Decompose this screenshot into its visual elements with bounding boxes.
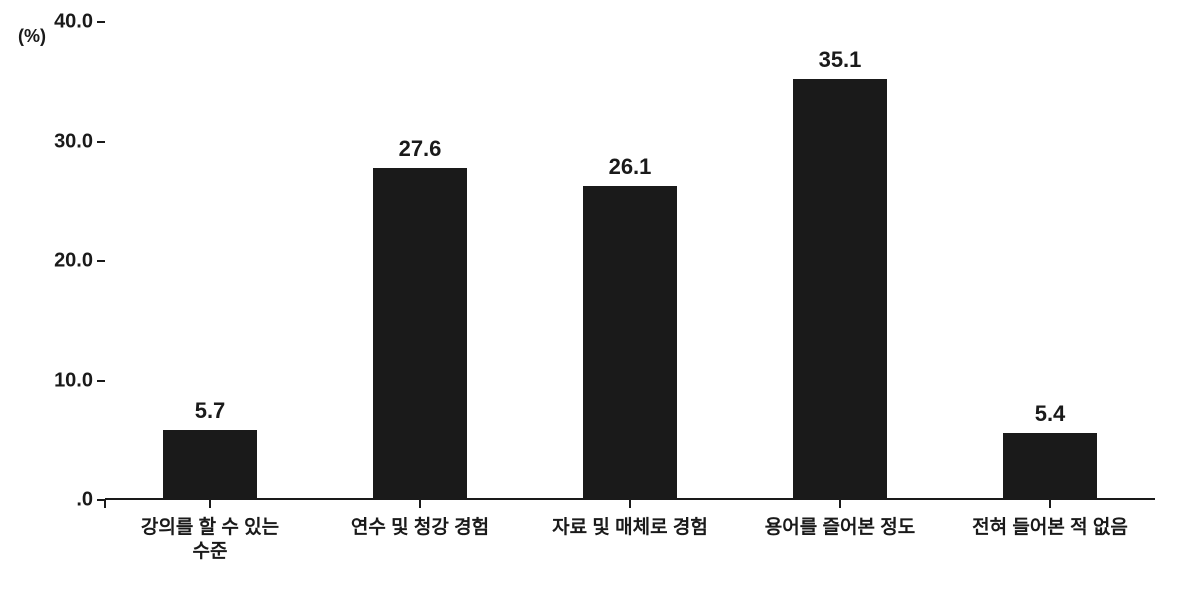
y-tick-label: 10.0 [54, 369, 93, 392]
y-tick-label: 30.0 [54, 130, 93, 153]
y-tick-label: .0 [76, 489, 93, 512]
x-axis-label: 전혀 들어본 적 없음 [947, 516, 1153, 540]
x-axis-label: 연수 및 청강 경험 [317, 516, 523, 540]
x-tick-mark [209, 500, 211, 508]
bar [1003, 433, 1098, 498]
bar-chart: (%) .0 10.0 20.0 30.0 40.0 5.7 강의를 할 수 있는수준 27.… [0, 0, 1182, 589]
y-tick-mark [97, 380, 105, 382]
x-tick-mark [629, 500, 631, 508]
bar [583, 186, 678, 498]
x-axis-label: 강의를 할 수 있는수준 [107, 516, 313, 564]
bar [163, 430, 258, 498]
x-tick-mark [839, 500, 841, 508]
y-tick-mark [97, 141, 105, 143]
y-axis-unit: (%) [18, 26, 46, 47]
bar [793, 79, 888, 498]
bar-value-label: 5.4 [1035, 401, 1066, 427]
bar-value-label: 35.1 [819, 47, 862, 73]
y-tick-label: 20.0 [54, 250, 93, 273]
bar-value-label: 27.6 [399, 136, 442, 162]
plot-area [105, 22, 1155, 500]
x-axis-label: 자료 및 매체로 경험 [527, 516, 733, 540]
x-tick-mark [1049, 500, 1051, 508]
y-tick-mark [97, 260, 105, 262]
bar-value-label: 5.7 [195, 398, 226, 424]
bar-value-label: 26.1 [609, 154, 652, 180]
y-tick-label: 40.0 [54, 11, 93, 34]
x-tick-mark [104, 500, 106, 508]
y-tick-mark [97, 21, 105, 23]
x-tick-mark [419, 500, 421, 508]
x-axis-label: 용어를 즐어본 정도 [737, 516, 943, 540]
bar [373, 168, 468, 498]
